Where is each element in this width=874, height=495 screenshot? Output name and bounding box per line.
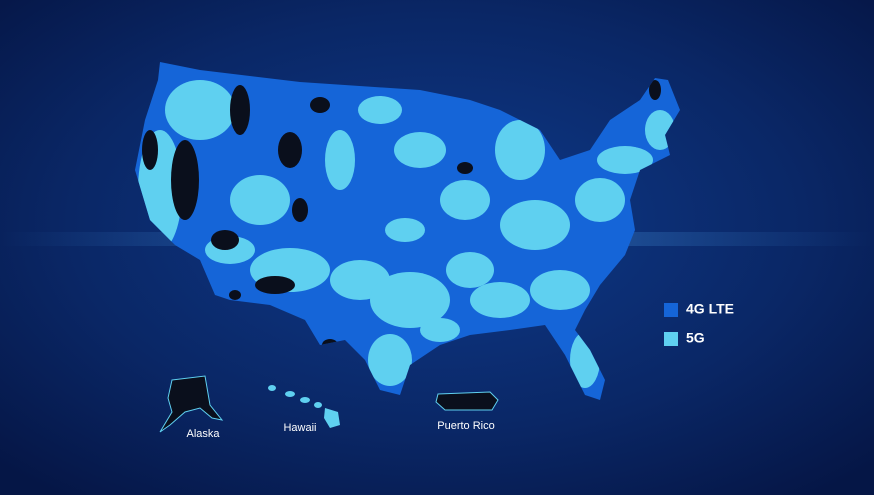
inset-label: Hawaii	[283, 422, 316, 434]
hawaii	[268, 385, 340, 428]
puerto-rico	[435, 391, 499, 411]
legend-swatch	[664, 303, 678, 317]
legend: 4G LTE 5G	[664, 301, 734, 346]
mainland	[135, 62, 680, 400]
inset-label: Alaska	[186, 428, 220, 440]
legend-label: 5G	[686, 330, 705, 346]
5g-areas	[138, 80, 675, 388]
alaska	[159, 375, 224, 433]
legend-swatch	[664, 332, 678, 346]
legend-label: 4G LTE	[686, 301, 734, 317]
inset-label: Puerto Rico	[437, 420, 494, 432]
no-coverage-areas	[142, 80, 661, 351]
